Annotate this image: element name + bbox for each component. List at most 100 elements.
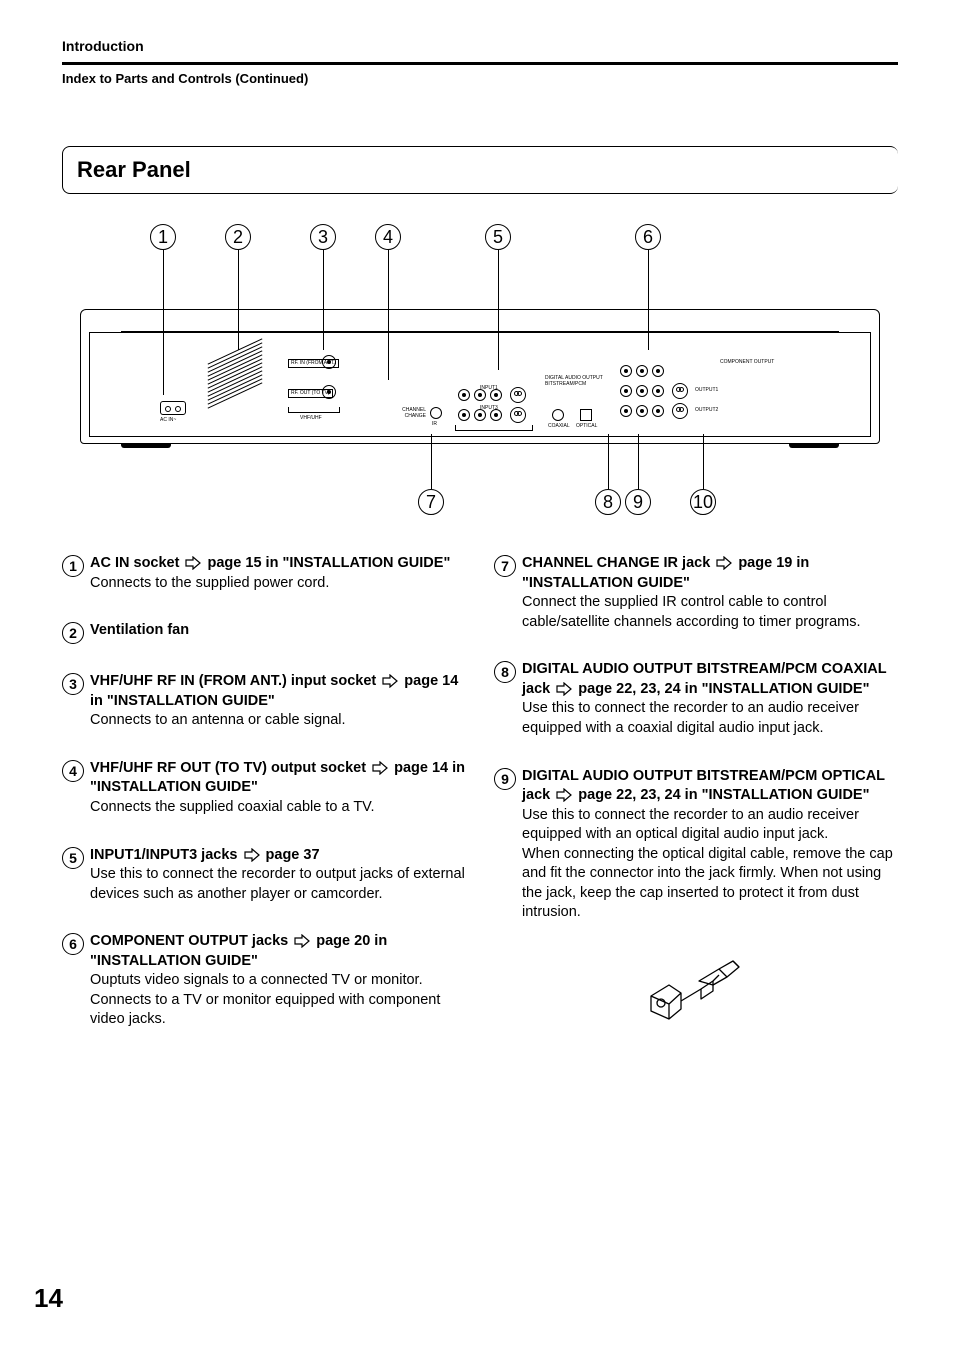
page-ref-arrow-icon bbox=[382, 674, 398, 688]
lead-line bbox=[608, 434, 609, 489]
output1-svideo bbox=[672, 383, 688, 399]
device-foot bbox=[121, 443, 171, 448]
rf-out-port bbox=[322, 385, 336, 399]
component-rca bbox=[620, 365, 664, 377]
item-title: CHANNEL CHANGE IR jack bbox=[522, 555, 714, 571]
ac-in-label: AC IN~ bbox=[160, 417, 176, 423]
input1-rca bbox=[458, 389, 502, 401]
item-description: Use this to connect the recorder to outp… bbox=[90, 865, 466, 904]
callout-5: 5 bbox=[485, 224, 511, 250]
item-title: INPUT1/INPUT3 jacks bbox=[90, 847, 242, 863]
callout-4: 4 bbox=[375, 224, 401, 250]
item-description: Connects the supplied coaxial cable to a… bbox=[90, 798, 466, 818]
description-item: 7 CHANNEL CHANGE IR jack page 19 in "INST… bbox=[494, 554, 898, 632]
left-column: 1 AC IN socket page 15 in "INSTALLATION G… bbox=[62, 554, 466, 1058]
description-item: 9 DIGITAL AUDIO OUTPUT BITSTREAM/PCM OPTI… bbox=[494, 767, 898, 924]
optical-label: OPTICAL bbox=[576, 423, 597, 429]
description-item: 1 AC IN socket page 15 in "INSTALLATION G… bbox=[62, 554, 466, 593]
output2-svideo bbox=[672, 403, 688, 419]
lead-line bbox=[703, 434, 704, 489]
page-ref-arrow-icon bbox=[556, 682, 572, 696]
optical-jack bbox=[580, 409, 592, 421]
page-ref-arrow-icon bbox=[372, 761, 388, 775]
right-column: 7 CHANNEL CHANGE IR jack page 19 in "INST… bbox=[494, 554, 898, 1058]
component-output-label: COMPONENT OUTPUT bbox=[720, 359, 774, 365]
callout-7: 7 bbox=[418, 489, 444, 515]
rear-panel-diagram: 1 2 3 4 5 6 RF. IN (FROM ANT.) RF. OUT (… bbox=[70, 224, 890, 524]
item-title: COMPONENT OUTPUT jacks bbox=[90, 933, 292, 949]
page-ref-arrow-icon bbox=[556, 788, 572, 802]
callout-8: 8 bbox=[595, 489, 621, 515]
input-bracket bbox=[455, 425, 533, 431]
item-page-ref: page 22, 23, 24 in "INSTALLATION GUIDE" bbox=[574, 681, 869, 697]
item-title: Ventilation fan bbox=[90, 622, 189, 638]
description-item: 6 COMPONENT OUTPUT jacks page 20 in "INST… bbox=[62, 932, 466, 1030]
item-number-circle: 7 bbox=[494, 555, 516, 577]
digital-audio-label: DIGITAL AUDIO OUTPUT BITSTREAM/PCM bbox=[545, 375, 615, 387]
item-description: Connect the supplied IR control cable to… bbox=[522, 593, 898, 632]
item-number-circle: 9 bbox=[494, 768, 516, 790]
item-body: COMPONENT OUTPUT jacks page 20 in "INSTA… bbox=[90, 932, 466, 1030]
item-description: Connects to an antenna or cable signal. bbox=[90, 711, 466, 731]
item-number-circle: 6 bbox=[62, 933, 84, 955]
item-number-circle: 1 bbox=[62, 555, 84, 577]
item-page-ref: page 22, 23, 24 in "INSTALLATION GUIDE" bbox=[574, 787, 869, 803]
item-body: DIGITAL AUDIO OUTPUT BITSTREAM/PCM COAXI… bbox=[522, 660, 898, 738]
header-rule bbox=[62, 62, 898, 65]
page-ref-arrow-icon bbox=[716, 556, 732, 570]
item-description: Connects to the supplied power cord. bbox=[90, 574, 466, 594]
page-ref-arrow-icon bbox=[185, 556, 201, 570]
channel-change-label: CHANNEL CHANGE bbox=[392, 407, 426, 419]
item-title: VHF/UHF RF IN (FROM ANT.) input socket bbox=[90, 673, 380, 689]
callout-9: 9 bbox=[625, 489, 651, 515]
item-body: DIGITAL AUDIO OUTPUT BITSTREAM/PCM OPTIC… bbox=[522, 767, 898, 924]
item-number-circle: 5 bbox=[62, 847, 84, 869]
item-number-circle: 8 bbox=[494, 661, 516, 683]
vhf-uhf-bracket bbox=[288, 407, 340, 413]
description-item: 2 Ventilation fan bbox=[62, 621, 466, 644]
item-title: VHF/UHF RF OUT (TO TV) output socket bbox=[90, 760, 370, 776]
callout-10: 10 bbox=[690, 489, 716, 515]
output1-rca bbox=[620, 385, 664, 397]
item-body: VHF/UHF RF IN (FROM ANT.) input socket p… bbox=[90, 672, 466, 731]
input1-svideo bbox=[510, 387, 526, 403]
input3-svideo bbox=[510, 407, 526, 423]
item-number-circle: 4 bbox=[62, 760, 84, 782]
item-number-circle: 2 bbox=[62, 622, 84, 644]
coaxial-label: COAXIAL bbox=[548, 423, 570, 429]
optical-connector-illustration bbox=[494, 951, 898, 1021]
callout-2: 2 bbox=[225, 224, 251, 250]
callout-3: 3 bbox=[310, 224, 336, 250]
ir-jack bbox=[430, 407, 442, 419]
item-description: Use this to connect the recorder to an a… bbox=[522, 699, 898, 738]
description-columns: 1 AC IN socket page 15 in "INSTALLATION G… bbox=[62, 554, 898, 1058]
output2-label: OUTPUT2 bbox=[695, 407, 718, 413]
ir-label: IR bbox=[432, 421, 437, 427]
rf-in-port bbox=[322, 355, 336, 369]
description-item: 8 DIGITAL AUDIO OUTPUT BITSTREAM/PCM COAX… bbox=[494, 660, 898, 738]
page-number: 14 bbox=[34, 1283, 63, 1314]
callout-6: 6 bbox=[635, 224, 661, 250]
ac-in-socket bbox=[160, 401, 186, 415]
output2-rca bbox=[620, 405, 664, 417]
description-item: 5 INPUT1/INPUT3 jacks page 37 Use this to … bbox=[62, 846, 466, 905]
continued-label: Index to Parts and Controls (Continued) bbox=[62, 71, 898, 86]
item-title: AC IN socket bbox=[90, 555, 183, 571]
lead-line bbox=[638, 434, 639, 489]
input3-rca bbox=[458, 409, 502, 421]
item-body: CHANNEL CHANGE IR jack page 19 in "INSTA… bbox=[522, 554, 898, 632]
item-number-circle: 3 bbox=[62, 673, 84, 695]
coaxial-jack bbox=[552, 409, 564, 421]
item-body: INPUT1/INPUT3 jacks page 37 Use this to c… bbox=[90, 846, 466, 905]
device-outline: RF. IN (FROM ANT.) RF. OUT (TO TV) VHF/U… bbox=[80, 309, 880, 444]
section-header: Introduction bbox=[62, 38, 898, 54]
page-title: Rear Panel bbox=[62, 146, 898, 194]
device-foot bbox=[789, 443, 839, 448]
item-page-ref: page 37 bbox=[262, 847, 320, 863]
description-item: 3 VHF/UHF RF IN (FROM ANT.) input socket … bbox=[62, 672, 466, 731]
item-description: Ouptuts video signals to a connected TV … bbox=[90, 971, 466, 1030]
page-ref-arrow-icon bbox=[244, 848, 260, 862]
item-body: VHF/UHF RF OUT (TO TV) output socket pag… bbox=[90, 759, 466, 818]
item-body: AC IN socket page 15 in "INSTALLATION GU… bbox=[90, 554, 466, 593]
description-item: 4 VHF/UHF RF OUT (TO TV) output socket pa… bbox=[62, 759, 466, 818]
